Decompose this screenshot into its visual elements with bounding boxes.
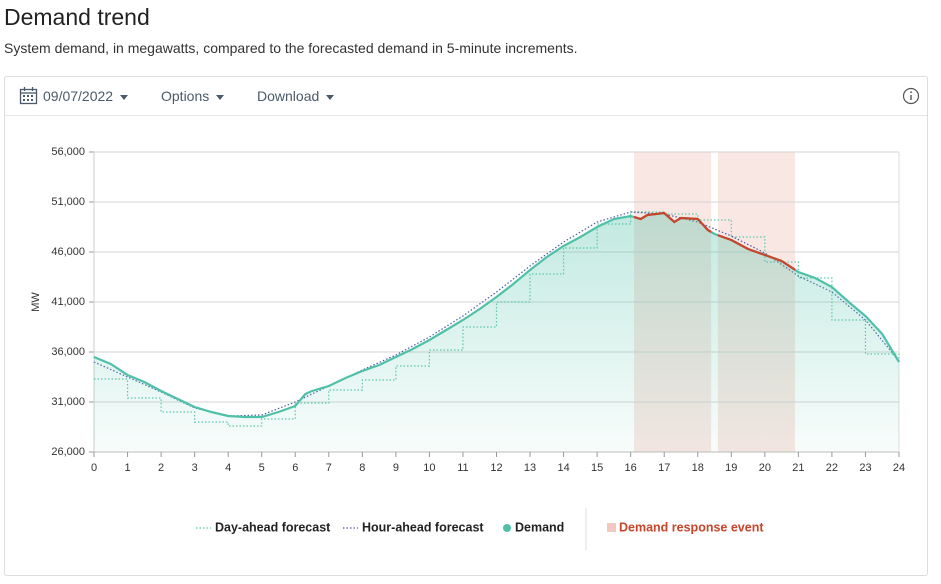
y-tick-label: 31,000 <box>51 396 85 408</box>
y-tick-label: 51,000 <box>51 196 85 208</box>
options-menu[interactable]: Options <box>161 88 225 104</box>
options-text: Options <box>161 88 210 104</box>
y-tick-label: 46,000 <box>51 246 85 258</box>
legend-label: Demand <box>515 520 564 534</box>
x-tick-label: 7 <box>326 462 332 474</box>
x-tick-label: 9 <box>393 462 399 474</box>
y-axis-label: MW <box>30 292 42 312</box>
x-tick-label: 12 <box>490 462 502 474</box>
y-tick-label: 26,000 <box>51 446 85 458</box>
download-text: Download <box>257 88 320 104</box>
toolbar: 09/07/2022 Options Download <box>5 77 927 116</box>
x-tick-label: 11 <box>457 462 468 474</box>
x-tick-label: 24 <box>893 462 905 474</box>
x-tick-label: 15 <box>591 462 603 474</box>
y-tick-label: 56,000 <box>51 146 85 158</box>
download-menu[interactable]: Download <box>257 88 335 104</box>
x-tick-label: 8 <box>359 462 365 474</box>
x-tick-label: 6 <box>292 462 298 474</box>
x-tick-label: 23 <box>859 462 871 474</box>
chart-card: 09/07/2022 Options Download <box>4 76 928 576</box>
x-tick-label: 4 <box>225 462 231 474</box>
date-text: 09/07/2022 <box>43 88 114 104</box>
info-icon[interactable] <box>902 87 920 105</box>
x-tick-label: 21 <box>792 462 804 474</box>
x-tick-label: 10 <box>423 462 435 474</box>
x-tick-label: 1 <box>124 462 130 474</box>
legend: Day-ahead forecast Hour-ahead forecast Dem… <box>196 508 764 550</box>
demand-event-line <box>634 211 796 419</box>
legend-label: Day-ahead forecast <box>215 520 331 534</box>
x-tick-label: 18 <box>692 462 704 474</box>
x-tick-label: 22 <box>826 462 838 474</box>
y-tick-label: 41,000 <box>51 296 85 308</box>
x-tick-label: 0 <box>91 462 97 474</box>
x-tick-label: 20 <box>759 462 771 474</box>
series-line <box>93 211 900 417</box>
legend-swatch <box>503 524 511 532</box>
x-tick-label: 14 <box>557 462 569 474</box>
x-tick-label: 2 <box>158 462 164 474</box>
demand-area <box>94 213 899 452</box>
x-tick-label: 16 <box>625 462 637 474</box>
y-tick-label: 36,000 <box>51 346 85 358</box>
x-tick-label: 3 <box>192 462 198 474</box>
legend-swatch <box>607 523 616 532</box>
x-tick-label: 19 <box>725 462 737 474</box>
x-tick-label: 13 <box>524 462 536 474</box>
chart-subtitle: System demand, in megawatts, compared to… <box>4 40 578 56</box>
x-tick-label: 17 <box>658 462 670 474</box>
calendar-icon[interactable] <box>19 86 39 106</box>
date-picker[interactable]: 09/07/2022 <box>43 88 129 104</box>
chart-title: Demand trend <box>4 4 150 30</box>
x-tick-label: 5 <box>259 462 265 474</box>
legend-label: Demand response event <box>619 520 764 534</box>
legend-label: Hour-ahead forecast <box>362 520 484 534</box>
